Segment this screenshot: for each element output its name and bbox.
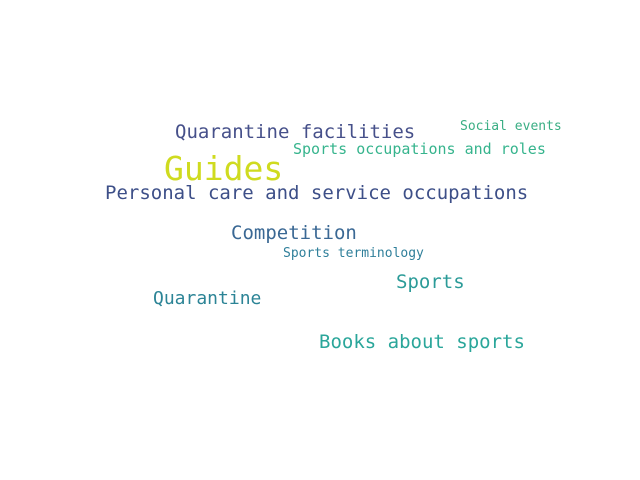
word-sports: Sports bbox=[396, 271, 465, 293]
word-guides: Guides bbox=[164, 149, 284, 188]
word-competition: Competition bbox=[231, 222, 357, 244]
word-sports-terminology: Sports terminology bbox=[283, 246, 424, 261]
word-social-events: Social events bbox=[460, 119, 562, 134]
word-quarantine: Quarantine bbox=[153, 288, 262, 309]
word-quarantine-facilities: Quarantine facilities bbox=[175, 121, 416, 143]
word-sports-occupations-and-roles: Sports occupations and roles bbox=[293, 140, 546, 158]
word-books-about-sports: Books about sports bbox=[319, 331, 525, 353]
word-personal-care-and-service-occupations: Personal care and service occupations bbox=[105, 182, 529, 204]
